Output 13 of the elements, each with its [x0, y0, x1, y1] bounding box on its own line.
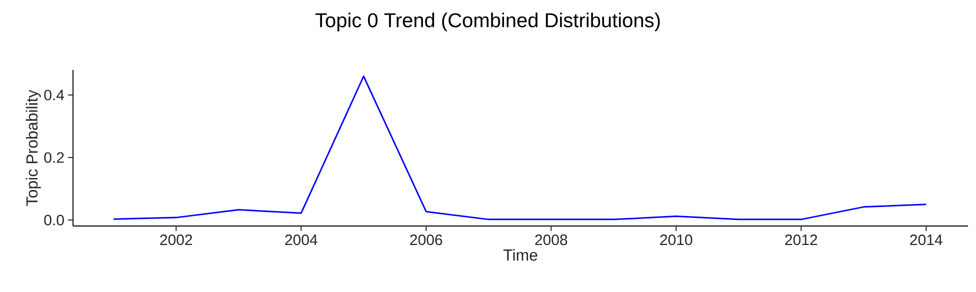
- y-tick-label: 0.2: [44, 152, 64, 163]
- x-tick-label: 2004: [285, 234, 318, 246]
- x-tick-label: 2014: [910, 234, 942, 246]
- x-tick-label: 2010: [660, 234, 692, 246]
- y-tick-label: 0.0: [44, 214, 64, 226]
- x-tick-label: 2008: [535, 234, 568, 246]
- x-axis-title: Time: [503, 248, 538, 261]
- chart-title: Topic 0 Trend (Combined Distributions): [315, 12, 660, 32]
- x-tick-label: 2002: [160, 234, 192, 246]
- x-tick-label: 2012: [785, 234, 818, 246]
- x-tick-label: 2006: [410, 234, 442, 246]
- y-tick-label: 0.4: [44, 90, 64, 100]
- y-axis-title: Topic Probability: [26, 90, 41, 206]
